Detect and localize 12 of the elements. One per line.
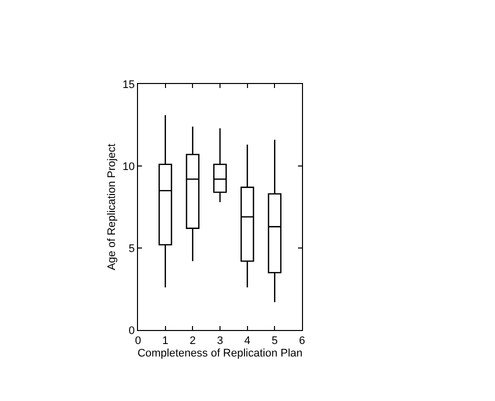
x-tick-label: 3 bbox=[216, 335, 224, 348]
y-tick-label: 0 bbox=[128, 324, 135, 337]
x-tick-label: 1 bbox=[162, 335, 168, 348]
x-axis-title: Completeness of Replication Plan bbox=[137, 347, 303, 360]
y-tick-label: 15 bbox=[122, 78, 135, 91]
x-tick-label: 4 bbox=[244, 335, 250, 348]
y-tick-label: 10 bbox=[122, 160, 135, 173]
x-tick-label: 2 bbox=[190, 335, 196, 348]
x-tick-label: 5 bbox=[272, 335, 278, 348]
x-tick-label: 6 bbox=[298, 335, 306, 348]
y-axis-title: Age of Replication Project bbox=[106, 144, 118, 270]
y-tick-label: 5 bbox=[128, 242, 135, 255]
